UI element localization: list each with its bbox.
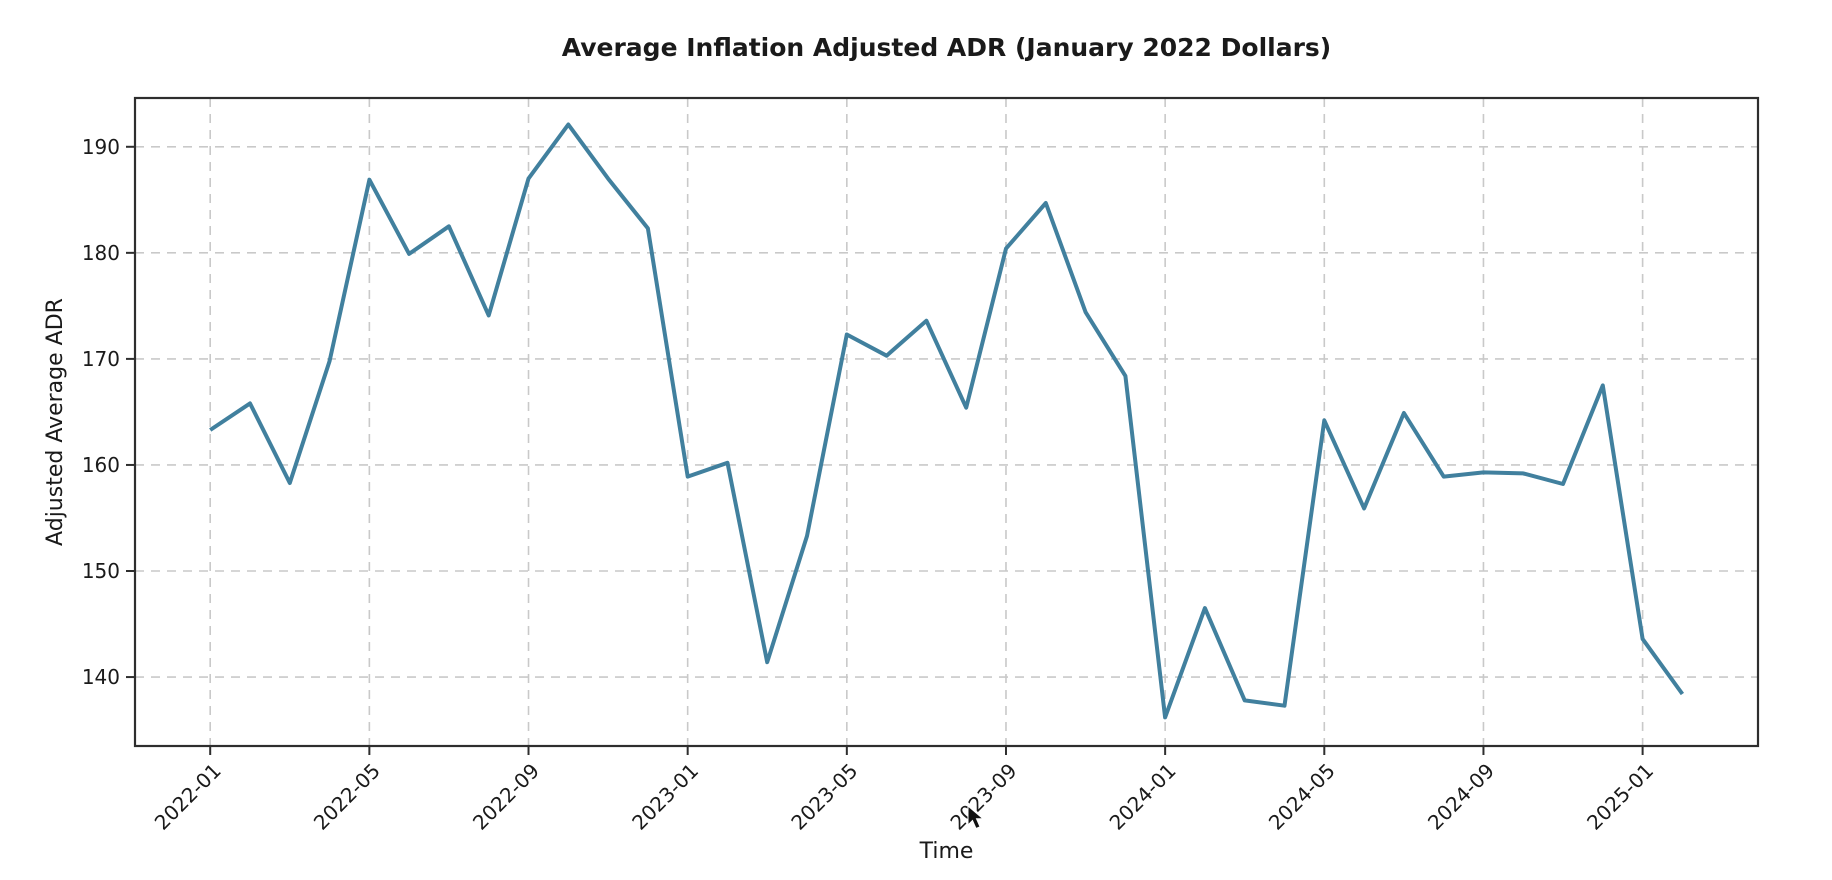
y-tick-label: 180	[82, 241, 120, 265]
y-axis-label: Adjusted Average ADR	[43, 298, 68, 546]
y-tick-label: 160	[82, 453, 120, 477]
x-tick-label: 2024-01	[1105, 759, 1181, 835]
axes-border	[133, 96, 1760, 748]
x-axis-tick-labels: 2022-01 2022-05 2022-09 2023-01 2023-05 2023-…	[150, 759, 1658, 835]
horizontal-gridlines	[135, 145, 1758, 678]
x-tick-label: 2022-05	[309, 759, 385, 835]
y-axis-ticks	[126, 145, 135, 679]
x-tick-label: 2023-01	[627, 759, 703, 835]
y-tick-label: 170	[82, 347, 120, 371]
y-axis-tick-labels: 140 150 160 170 180 190	[82, 135, 120, 689]
x-tick-label: 2025-01	[1582, 759, 1658, 835]
chart-line	[209, 122, 1685, 720]
x-tick-label: 2023-09	[945, 759, 1021, 835]
x-tick-label: 2024-05	[1264, 759, 1340, 835]
mouse-cursor-icon	[967, 804, 985, 830]
x-tick-label: 2023-05	[786, 759, 862, 835]
y-tick-label: 140	[82, 665, 120, 689]
x-axis-ticks	[209, 746, 1644, 755]
x-tick-label: 2024-09	[1423, 759, 1499, 835]
x-axis-label: Time	[919, 839, 974, 864]
vertical-gridlines	[209, 98, 1644, 746]
x-tick-label: 2022-09	[468, 759, 544, 835]
chart-title: Average Inflation Adjusted ADR (January …	[562, 33, 1331, 62]
y-tick-label: 150	[82, 559, 120, 583]
y-tick-label: 190	[82, 135, 120, 159]
x-tick-label: 2022-01	[150, 759, 226, 835]
